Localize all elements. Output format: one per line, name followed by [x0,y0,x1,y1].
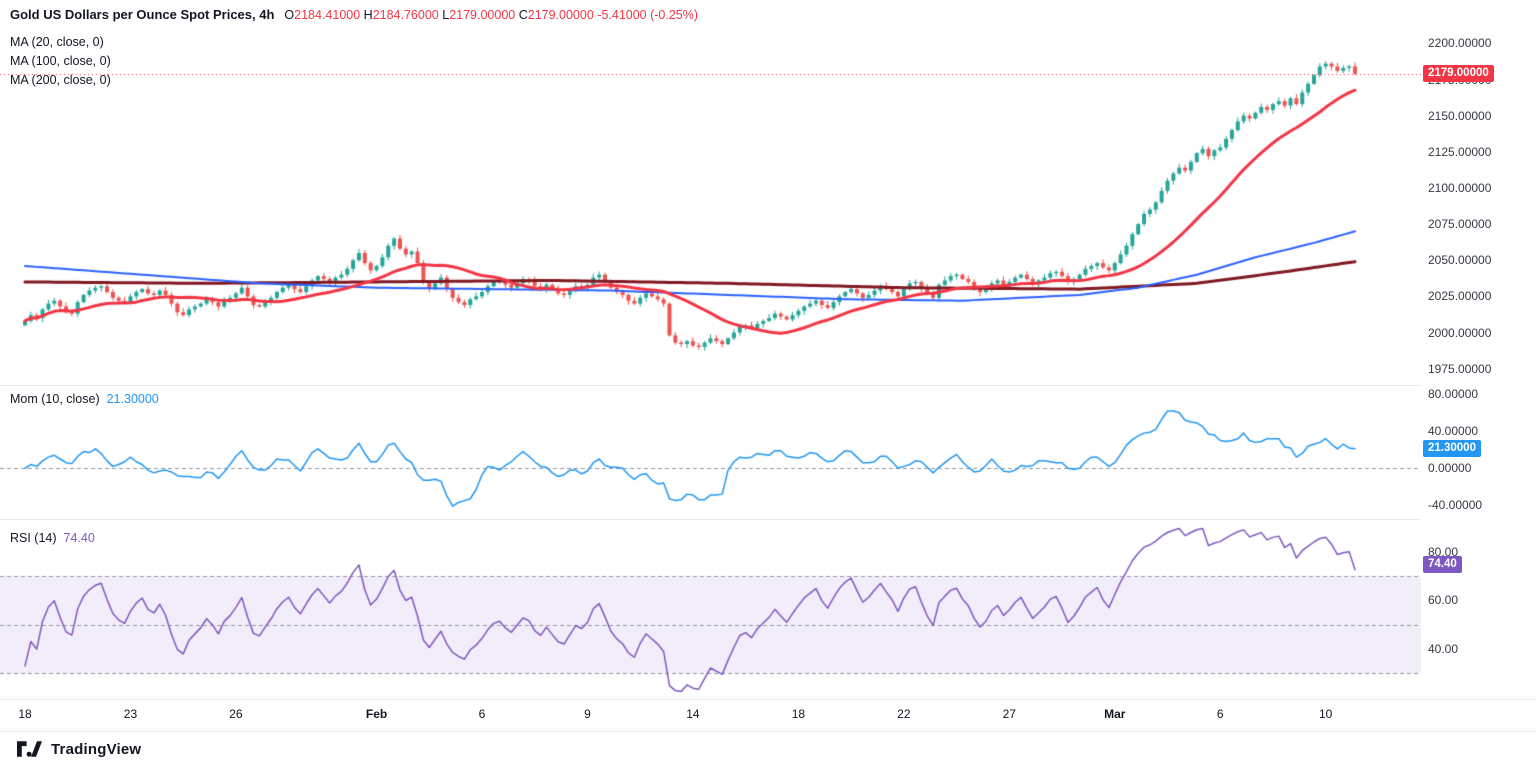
momentum-tick-label: 0.00000 [1428,461,1472,476]
indicator-label-ma200[interactable]: MA (200, close, 0) [10,73,111,87]
momentum-value-badge: 21.30000 [1423,439,1481,457]
price-tick-label: 1975.00000 [1428,361,1492,376]
last-price-badge: 2179.00000 [1423,64,1494,82]
price-tick-label: 2125.00000 [1428,144,1492,159]
rsi-tick-label: 80.00 [1428,544,1459,559]
time-tick-label: 23 [123,707,138,721]
pane-separator[interactable] [0,519,1536,520]
tradingview-logo[interactable] [17,741,42,757]
ohlc-readout: O2184.41000 H2184.76000 L2179.00000 C217… [284,8,698,22]
momentum-indicator-label[interactable]: Mom (10, close) 21.30000 [10,392,159,406]
low-label: L [442,8,450,22]
price-tick-label: 2050.00000 [1428,253,1492,268]
time-tick-label: 18 [18,707,32,721]
time-tick-label: 27 [1002,707,1016,721]
time-tick-label: 14 [686,707,700,721]
time-tick-label: 10 [1319,707,1333,721]
indicator-label-ma20[interactable]: MA (20, close, 0) [10,35,104,49]
momentum-name: Mom (10, close) [10,392,100,406]
high-label: H [363,8,373,22]
time-axis[interactable]: 18 23 26 Feb 6 9 14 18 22 27 Mar 6 10 [0,700,1536,731]
price-tick-label: 2200.00000 [1428,36,1492,51]
close-label: C [518,8,528,22]
price-axis[interactable]: 2179.00000 21.30000 74.40 2200.000002175… [1421,0,1536,699]
rsi-pane-canvas[interactable] [0,520,1421,700]
momentum-tick-label: 40.00000 [1428,424,1479,439]
rsi-value: 74.40 [63,531,95,545]
price-tick-label: 2075.00000 [1428,217,1492,232]
time-tick-label: 6 [1216,707,1224,721]
time-tick-label: 22 [897,707,911,721]
change-value: -5.41000 (-0.25%) [597,8,699,22]
time-tick-label: Feb [365,707,388,721]
time-tick-label: 9 [584,707,591,721]
chart-legend: Gold US Dollars per Ounce Spot Prices, 4… [10,7,698,90]
price-tick-label: 2025.00000 [1428,289,1492,304]
open-value: 2184.41000 [294,8,361,22]
rsi-tick-label: 60.00 [1428,593,1459,608]
low-value: 2179.00000 [449,8,516,22]
price-tick-label: 2150.00000 [1428,108,1492,123]
rsi-value-badge: 74.40 [1423,556,1462,574]
footer: TradingView [0,732,1536,766]
brand-wordmark[interactable]: TradingView [51,740,142,758]
symbol-title[interactable]: Gold US Dollars per Ounce Spot Prices, 4… [10,7,275,22]
rsi-name: RSI (14) [10,531,57,545]
price-pane-canvas[interactable] [0,0,1421,386]
close-value: 2179.00000 [527,8,594,22]
time-tick-label: 6 [478,707,486,721]
pane-separator [0,699,1536,700]
footer-separator [0,731,1536,732]
indicator-label-ma100[interactable]: MA (100, close, 0) [10,54,111,68]
rsi-tick-label: 40.00 [1428,641,1459,656]
momentum-tick-label: -40.00000 [1428,498,1483,513]
pane-separator[interactable] [0,385,1536,386]
open-label: O [284,8,295,22]
momentum-tick-label: 80.00000 [1428,387,1479,402]
high-value: 2184.76000 [372,8,439,22]
price-tick-label: 2000.00000 [1428,325,1492,340]
price-tick-label: 2100.00000 [1428,180,1492,195]
momentum-pane-canvas[interactable] [0,386,1421,520]
rsi-indicator-label[interactable]: RSI (14) 74.40 [10,531,95,545]
time-tick-label: 18 [791,707,806,721]
momentum-value: 21.30000 [106,392,159,406]
time-tick-label: Mar [1104,707,1126,721]
time-tick-label: 26 [229,707,243,721]
